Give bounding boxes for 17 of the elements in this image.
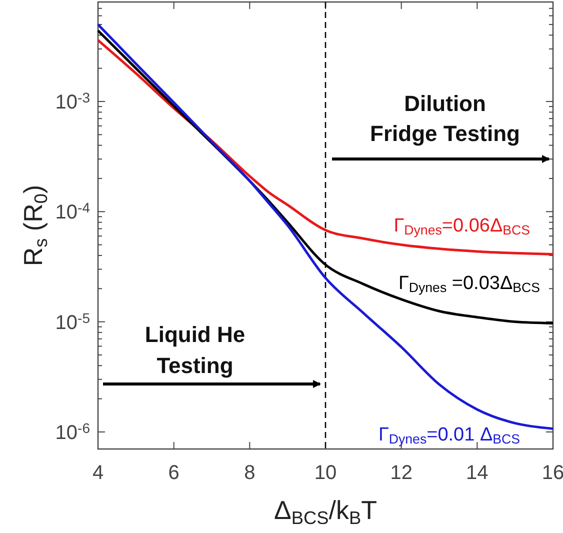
annotation: Liquid He Testing bbox=[144, 322, 246, 378]
series-label: Γ$_{Dynes}$=0.06Δ$_{BCS}$ bbox=[394, 215, 530, 238]
x-tick-label: 8 bbox=[244, 462, 256, 484]
annotation: Dilution Fridge Testing bbox=[370, 91, 520, 146]
x-axis-title: Δ$_{BCS}$/k$_{B}$T bbox=[274, 495, 378, 528]
x-tick-label: 12 bbox=[390, 462, 412, 484]
x-tick-label: 10 bbox=[314, 462, 337, 484]
series-label: Γ$_{Dynes}$=0.01 Δ$_{BCS}$ bbox=[378, 424, 520, 447]
y-tick-label: 10$^{-6}$ bbox=[55, 420, 90, 444]
y-tick-label: 10$^{-4}$ bbox=[55, 200, 90, 224]
x-tick-label: 6 bbox=[168, 462, 180, 484]
x-tick-label: 14 bbox=[466, 462, 488, 484]
y-tick-label: 10$^{-3}$ bbox=[55, 90, 90, 114]
x-tick-label: 4 bbox=[92, 462, 104, 484]
y-tick-label: 10$^{-5}$ bbox=[55, 310, 90, 334]
x-tick-label: 16 bbox=[542, 462, 563, 484]
series-label: Γ$_{Dynes}$ =0.03Δ$_{BCS}$ bbox=[398, 273, 540, 296]
